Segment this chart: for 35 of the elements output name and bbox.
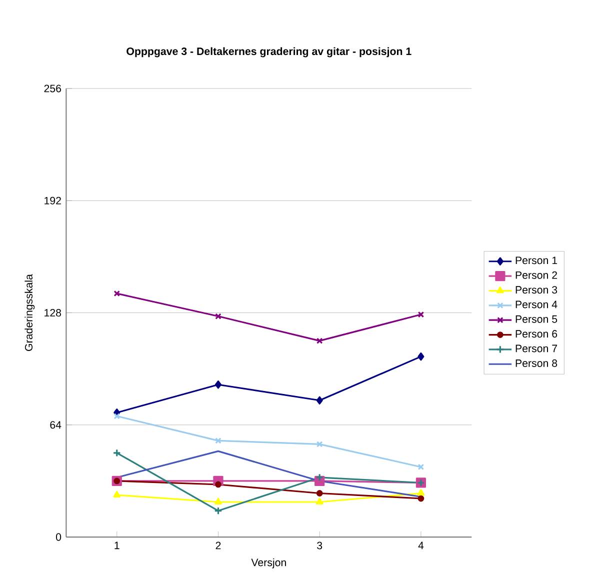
legend-label: Person 1 [516,256,558,264]
point [215,481,222,488]
legend-label: Person 5 [516,315,558,323]
point [215,312,222,320]
legend-label: Person 8 [516,359,558,367]
x-tick-label: 2 [216,542,221,550]
point [418,352,424,361]
point [316,396,323,404]
point [215,437,222,444]
y-tick-label: 256 [44,84,62,92]
point [214,380,222,389]
point [113,490,121,498]
y-tick-label: 128 [44,308,62,316]
x-tick-label: 1 [114,542,120,549]
y-tick-label: 0 [56,533,62,541]
x-tick-label: 4 [418,542,424,549]
y-tick-label: 64 [50,420,62,429]
point [315,473,324,482]
point [417,488,425,496]
legend-label: Person 7 [516,344,558,352]
point [316,440,323,448]
x-axis-title: Versjon [251,558,286,568]
y-tick-label: 192 [44,196,61,204]
legend-label: Person 4 [516,300,558,308]
point [316,338,323,344]
point [418,495,424,502]
point [214,498,222,504]
legend-label: Person 6 [516,330,558,338]
legend-label: Person 3 [516,286,558,294]
point [316,498,324,504]
x-tick-label: 3 [317,542,322,550]
y-axis-title: Graderingsskala [24,274,35,351]
legend-label: Person 2 [516,271,558,279]
point [316,490,323,496]
chart-title: Opppgave 3 - Deltakernes gradering av gitar - posisjon 1 [126,47,412,58]
